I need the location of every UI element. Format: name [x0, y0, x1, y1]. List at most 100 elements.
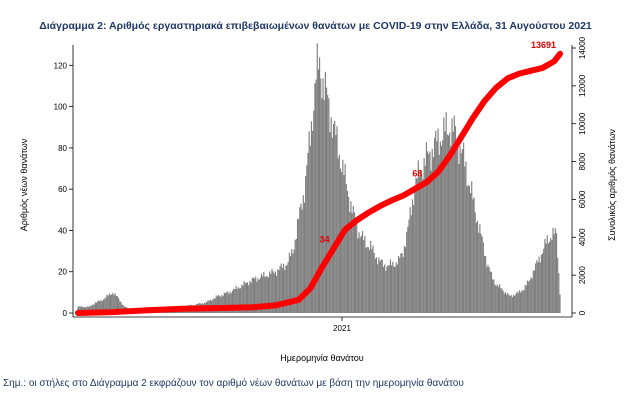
daily-deaths-bar [516, 291, 518, 313]
daily-deaths-bar [111, 294, 113, 313]
daily-deaths-bar [483, 255, 486, 313]
daily-deaths-bar [341, 172, 343, 313]
daily-deaths-bar [120, 301, 122, 313]
daily-deaths-bar [415, 177, 417, 313]
daily-deaths-bar [475, 222, 477, 313]
daily-deaths-bar [100, 300, 102, 313]
daily-deaths-bar [242, 285, 244, 313]
daily-deaths-bar [220, 296, 222, 313]
daily-deaths-bar [296, 219, 299, 313]
daily-deaths-bar [552, 227, 554, 313]
daily-deaths-bar [276, 275, 278, 313]
daily-deaths-bar [522, 290, 524, 313]
daily-deaths-bar [504, 292, 506, 313]
daily-deaths-bar [348, 196, 350, 313]
daily-deaths-bar [356, 223, 358, 313]
daily-deaths-bar [473, 197, 475, 313]
daily-deaths-bar [113, 295, 115, 313]
daily-deaths-bar [550, 238, 552, 313]
daily-deaths-bar [521, 290, 523, 313]
daily-deaths-bar [480, 233, 482, 313]
daily-deaths-bar [465, 161, 467, 313]
daily-deaths-bar [313, 110, 315, 314]
daily-deaths-bar [435, 130, 437, 313]
daily-deaths-bar [291, 249, 293, 313]
daily-deaths-bar [299, 207, 301, 313]
daily-deaths-bar [486, 266, 488, 313]
daily-deaths-bar [295, 239, 297, 313]
daily-deaths-bar [532, 270, 534, 313]
daily-deaths-bar [315, 79, 317, 314]
daily-deaths-bar [553, 234, 555, 313]
daily-deaths-bar [259, 277, 261, 313]
y-tick-label: 120 [54, 61, 68, 70]
daily-deaths-bar [279, 266, 281, 313]
daily-deaths-bar [331, 137, 333, 313]
daily-deaths-bar [380, 259, 382, 313]
daily-deaths-bar [429, 151, 431, 313]
daily-deaths-bar [116, 296, 119, 313]
daily-deaths-bar [530, 277, 532, 313]
daily-deaths-bar [554, 228, 556, 313]
daily-deaths-bar [422, 179, 424, 313]
daily-deaths-bar [332, 123, 335, 313]
daily-deaths-bar [454, 126, 457, 313]
daily-deaths-bar [91, 305, 93, 313]
daily-deaths-bar [417, 160, 419, 313]
daily-deaths-bar [514, 295, 516, 313]
daily-deaths-bar [449, 132, 451, 313]
daily-deaths-bar [292, 253, 294, 313]
daily-deaths-bar [496, 284, 498, 313]
daily-deaths-bar [495, 285, 497, 313]
daily-deaths-bar [373, 252, 375, 313]
daily-deaths-bar [394, 266, 396, 313]
daily-deaths-bar [387, 265, 389, 313]
daily-deaths-bar [537, 262, 539, 313]
daily-deaths-bar [349, 212, 351, 313]
daily-deaths-bar [314, 83, 316, 313]
daily-deaths-bar [263, 272, 265, 313]
daily-deaths-bar [308, 131, 310, 313]
daily-deaths-bar [512, 295, 515, 313]
daily-deaths-bar [269, 271, 271, 313]
daily-deaths-bar [446, 134, 448, 313]
daily-deaths-bar [79, 306, 81, 313]
daily-deaths-bar [451, 118, 453, 313]
daily-deaths-bar [447, 135, 450, 313]
daily-deaths-bar [427, 151, 429, 313]
daily-deaths-bar [500, 288, 502, 313]
daily-deaths-bar [404, 247, 407, 313]
daily-deaths-bar [256, 281, 258, 313]
daily-deaths-bar [267, 277, 270, 313]
daily-deaths-bar [109, 295, 112, 313]
daily-deaths-bar [118, 298, 120, 313]
daily-deaths-bar [386, 266, 388, 313]
daily-deaths-bar [251, 277, 253, 313]
daily-deaths-bar [248, 285, 250, 313]
daily-deaths-bar [418, 177, 421, 313]
daily-deaths-bar [399, 257, 401, 313]
daily-deaths-bar [217, 295, 220, 313]
daily-deaths-bar [96, 302, 98, 313]
daily-deaths-bar [273, 273, 275, 313]
daily-deaths-bar [531, 278, 533, 313]
daily-deaths-bar [114, 293, 116, 313]
daily-deaths-bar [431, 148, 433, 313]
daily-deaths-bar [490, 271, 493, 313]
daily-deaths-bar [402, 256, 404, 313]
daily-deaths-bar [375, 257, 378, 313]
daily-deaths-bar [511, 297, 513, 313]
daily-deaths-bar [219, 295, 221, 313]
daily-deaths-bar [258, 279, 260, 313]
daily-deaths-bar [489, 271, 491, 313]
daily-deaths-bar [227, 291, 229, 313]
daily-deaths-bar [102, 299, 105, 313]
daily-deaths-bar [466, 186, 468, 313]
daily-deaths-bar [538, 256, 540, 313]
daily-deaths-bar [518, 290, 520, 313]
daily-deaths-bar [370, 241, 372, 313]
daily-deaths-bar [528, 281, 530, 313]
daily-deaths-bar [282, 263, 285, 313]
daily-deaths-bar [393, 266, 395, 313]
daily-deaths-bar [539, 262, 541, 313]
